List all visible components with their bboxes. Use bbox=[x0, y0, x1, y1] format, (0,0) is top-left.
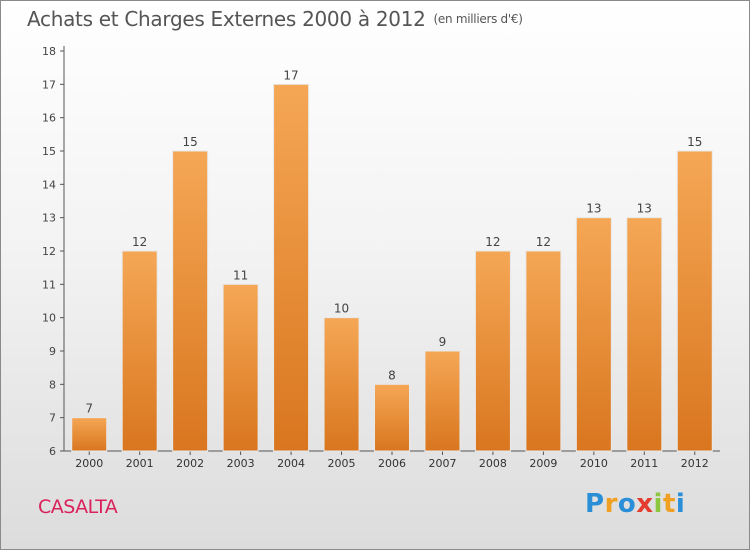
y-tick-label: 10 bbox=[42, 312, 56, 325]
data-label: 17 bbox=[283, 68, 298, 82]
data-label: 10 bbox=[334, 302, 349, 316]
logo-letter: t bbox=[662, 489, 676, 519]
chart-title: Achats et Charges Externes 2000 à 2012 (e… bbox=[27, 7, 523, 31]
bar bbox=[474, 250, 511, 452]
y-tick-label: 8 bbox=[49, 378, 56, 391]
x-tick-label: 2001 bbox=[126, 457, 154, 470]
y-tick-label: 6 bbox=[49, 445, 56, 458]
logo-letter: i bbox=[675, 489, 686, 519]
bar bbox=[676, 150, 713, 452]
y-tick-label: 18 bbox=[42, 45, 56, 58]
bar bbox=[374, 383, 410, 452]
x-tick-label: 2007 bbox=[428, 457, 456, 470]
data-label: 15 bbox=[687, 135, 702, 149]
data-label: 12 bbox=[132, 235, 147, 249]
chart-bars bbox=[71, 83, 713, 452]
bar bbox=[575, 217, 612, 452]
y-tick-label: 15 bbox=[42, 145, 56, 158]
x-tick-label: 2009 bbox=[529, 457, 557, 470]
x-tick-label: 2000 bbox=[75, 457, 103, 470]
proxiti-logo: Proxiti bbox=[585, 489, 685, 519]
y-tick-label: 17 bbox=[42, 78, 56, 91]
y-tick-label: 13 bbox=[42, 212, 56, 225]
bar bbox=[424, 350, 461, 452]
bar bbox=[323, 317, 360, 452]
data-label: 11 bbox=[233, 268, 248, 282]
bar bbox=[222, 283, 259, 452]
y-tick-label: 16 bbox=[42, 112, 56, 125]
bar bbox=[525, 250, 562, 452]
logo-letter: o bbox=[617, 489, 637, 519]
x-tick-label: 2008 bbox=[479, 457, 507, 470]
data-label: 15 bbox=[183, 135, 198, 149]
chart-title-text: Achats et Charges Externes 2000 à 2012 bbox=[27, 7, 426, 31]
chart-labels: 2000 7 2001 12 2002 15 2003 11 2004 17 2005 10 2006 8… bbox=[75, 68, 709, 470]
chart-unit: (en milliers d'€) bbox=[433, 12, 523, 26]
commune-name: CASALTA bbox=[38, 496, 118, 518]
bar bbox=[172, 150, 209, 452]
data-label: 13 bbox=[637, 202, 652, 216]
x-tick-label: 2002 bbox=[176, 457, 204, 470]
x-tick-label: 2010 bbox=[580, 457, 608, 470]
y-tick-label: 9 bbox=[49, 345, 56, 358]
logo-letter: x bbox=[636, 489, 654, 519]
x-tick-label: 2005 bbox=[328, 457, 356, 470]
data-label: 12 bbox=[536, 235, 551, 249]
y-tick-label: 7 bbox=[49, 412, 56, 425]
bar bbox=[121, 250, 158, 452]
data-label: 13 bbox=[586, 202, 601, 216]
data-label: 8 bbox=[388, 368, 396, 382]
x-tick-label: 2006 bbox=[378, 457, 406, 470]
y-tick-label: 12 bbox=[42, 245, 56, 258]
bar bbox=[273, 83, 310, 452]
x-tick-label: 2011 bbox=[630, 457, 658, 470]
bar bbox=[626, 217, 663, 452]
bar bbox=[71, 417, 108, 452]
logo-letter: P bbox=[585, 489, 605, 519]
data-label: 12 bbox=[485, 235, 500, 249]
x-tick-label: 2003 bbox=[227, 457, 255, 470]
x-tick-label: 2012 bbox=[681, 457, 709, 470]
data-label: 9 bbox=[439, 335, 447, 349]
y-tick-label: 11 bbox=[42, 278, 56, 291]
y-tick-label: 14 bbox=[42, 178, 56, 191]
x-tick-label: 2004 bbox=[277, 457, 305, 470]
logo-letter: i bbox=[653, 489, 663, 519]
logo-letter: r bbox=[604, 489, 618, 519]
data-label: 7 bbox=[85, 402, 93, 416]
